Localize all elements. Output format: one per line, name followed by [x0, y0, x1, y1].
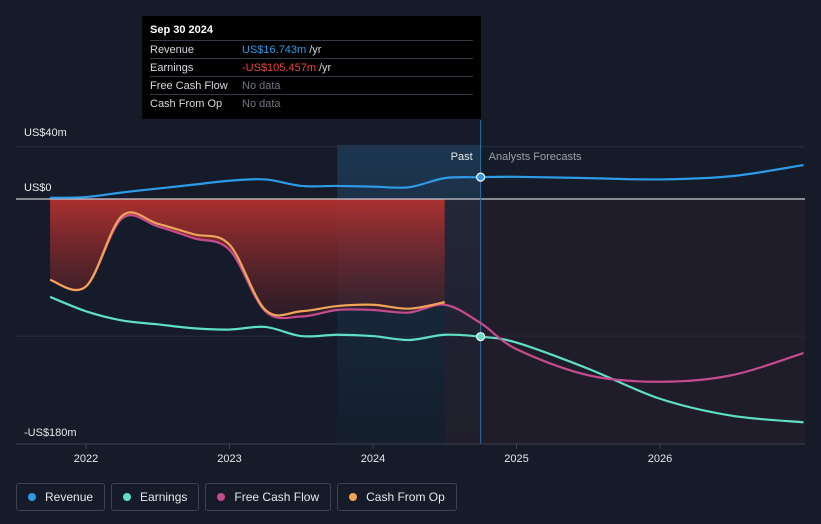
marker-dot-earnings — [476, 332, 486, 342]
tooltip-value: US$16.743m — [242, 43, 307, 56]
earnings-fill-area — [50, 199, 445, 319]
tooltip-label: Revenue — [150, 43, 195, 56]
tooltip-unit: /yr — [319, 61, 332, 74]
legend-item-revenue[interactable]: Revenue — [16, 483, 106, 511]
tooltip-label: Free Cash Flow — [150, 79, 228, 92]
tooltip-value: No data — [242, 79, 281, 92]
past-label: Past — [451, 151, 473, 163]
tooltip-label: Cash From Op — [150, 97, 223, 110]
x-tick-label: 2025 — [504, 453, 528, 465]
tooltip-row-free-cash-flow: Free Cash Flow No data — [150, 76, 473, 94]
tooltip-date: Sep 30 2024 — [150, 24, 213, 36]
legend-dot-icon — [28, 493, 36, 501]
tooltip-row-cash-from-op: Cash From Op No data — [150, 94, 473, 112]
x-tick-label: 2024 — [361, 453, 385, 465]
legend: Revenue Earnings Free Cash Flow Cash Fro… — [16, 483, 457, 511]
tooltip: Sep 30 2024 Revenue US$16.743m /yr Earni… — [142, 16, 481, 119]
legend-dot-icon — [217, 493, 226, 501]
series-line-free-cash-flow — [49, 214, 804, 383]
tooltip-row-revenue: Revenue US$16.743m /yr — [150, 40, 473, 58]
forecast-shade — [444, 199, 805, 444]
tooltip-unit: /yr — [309, 43, 322, 56]
series-line-cash-from-op — [49, 211, 445, 317]
marker-dot-revenue — [476, 172, 486, 182]
legend-label: Cash From Op — [366, 490, 445, 504]
legend-dot-icon — [123, 493, 132, 501]
series-line-revenue — [50, 163, 804, 199]
legend-label: Earnings — [140, 490, 188, 504]
y-label-zero: US$0 — [24, 182, 52, 194]
legend-item-cash-from-op[interactable]: Cash From Op — [337, 483, 457, 511]
x-tick-label: 2023 — [217, 453, 241, 465]
legend-label: Revenue — [45, 490, 94, 504]
tooltip-value: -US$105.457m — [242, 61, 316, 74]
tooltip-row-earnings: Earnings -US$105.457m /yr — [150, 58, 473, 76]
tooltip-label: Earnings — [150, 61, 194, 74]
legend-item-earnings[interactable]: Earnings — [111, 483, 200, 511]
forecast-label: Analysts Forecasts — [489, 151, 582, 163]
legend-item-free-cash-flow[interactable]: Free Cash Flow — [205, 483, 332, 511]
tooltip-value: No data — [242, 97, 281, 110]
x-tick-label: 2022 — [74, 453, 98, 465]
y-label-bottom: -US$180m — [24, 427, 77, 439]
x-tick-label: 2026 — [648, 453, 672, 465]
legend-label: Free Cash Flow — [234, 490, 320, 504]
y-label-top: US$40m — [24, 127, 67, 139]
legend-dot-icon — [349, 493, 358, 501]
